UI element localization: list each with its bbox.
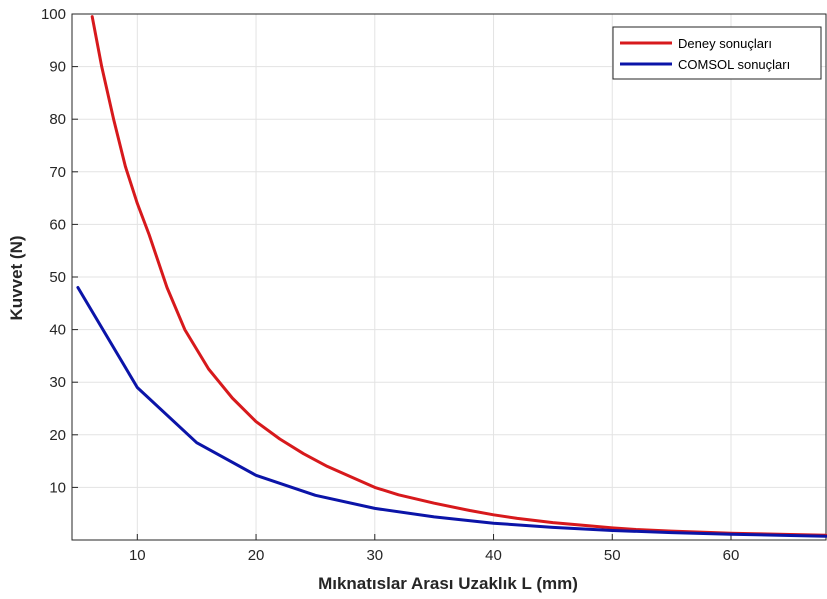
y-tick-label: 50 [49,269,66,286]
x-tick-label: 10 [129,547,146,564]
grid-lines [72,13,826,540]
y-tick-label: 30 [49,374,66,391]
x-tick-label: 40 [485,547,502,564]
y-tick-label: 90 [49,59,66,76]
legend-box [612,26,822,80]
legend: Deney sonuçları COMSOL sonuçları [612,26,822,80]
y-tick-label: 100 [41,6,66,23]
y-tick-label: 70 [49,164,66,181]
y-tick-label: 10 [49,479,66,496]
x-tick-label: 60 [723,547,740,564]
x-tick-label: 50 [604,547,621,564]
y-tick-label: 60 [49,216,66,233]
legend-label-comsol: COMSOL sonuçları [678,57,790,72]
series-line-deney [90,15,827,537]
y-tick-label: 80 [49,111,66,128]
y-tick-label: 40 [49,322,66,339]
x-tick-label: 30 [366,547,383,564]
series-lines [76,15,827,538]
x-axis-title: Mıknatıslar Arası Uzaklık L (mm) [318,574,578,593]
axis-ticks: 10 20 30 40 50 60 10 20 30 40 50 60 70 80 90 100 [41,6,739,564]
legend-label-deney: Deney sonuçları [678,36,772,51]
x-tick-label: 20 [248,547,265,564]
y-axis-title: Kuvvet (N) [7,235,26,320]
series-line-comsol [76,286,827,538]
y-tick-label: 20 [49,427,66,444]
